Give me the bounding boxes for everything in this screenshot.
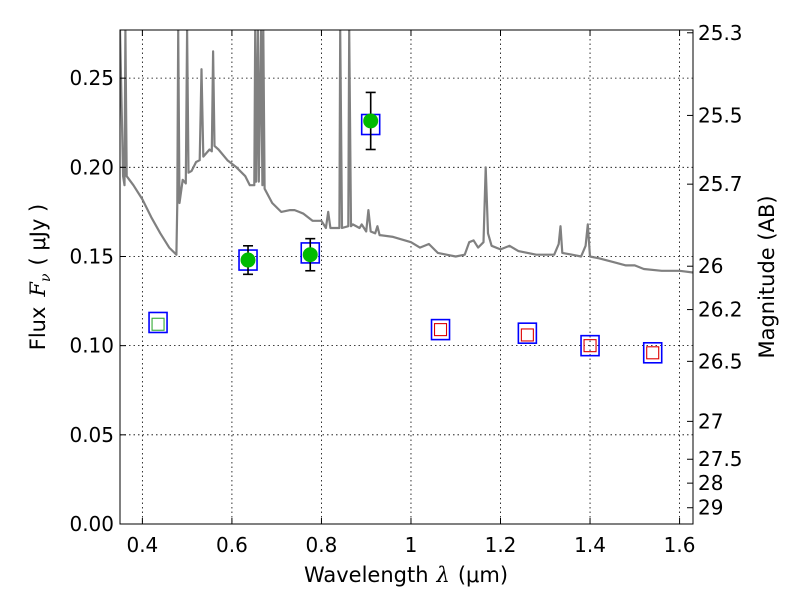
x-tick-label: 0.4 [126, 533, 158, 557]
upper-limit-marker [583, 339, 597, 353]
model-box-marker [642, 341, 663, 364]
y-axis-label: FluxFν( μJy ) [26, 204, 54, 350]
x-tick-label: 1.6 [664, 533, 696, 557]
magnitude-tick-label: 29 [698, 496, 723, 520]
model-box-marker [430, 318, 451, 341]
detection-marker [363, 113, 379, 129]
magnitude-tick-label: 26 [698, 254, 723, 278]
magnitude-tick-label: 26.2 [698, 298, 743, 322]
upper-limit-marker [646, 346, 660, 360]
y-axis: 0.00 0.05 0.10 0.15 0.20 0.25 [69, 66, 126, 536]
detection-dots [240, 113, 379, 268]
y-tick-label: 0.25 [69, 66, 114, 90]
upper-limit-marker [433, 323, 448, 337]
x-tick-label: 1 [405, 533, 418, 557]
x-tick-label: 1.2 [485, 533, 517, 557]
y-tick-label: 0.00 [69, 512, 114, 536]
x-tick-label: 0.8 [306, 533, 338, 557]
weak-detection-marker [151, 317, 165, 331]
magnitude-tick-label: 25.3 [698, 21, 743, 45]
detection-marker [302, 247, 318, 263]
x-tick-label: 1.4 [574, 533, 606, 557]
model-box-marker [517, 322, 538, 344]
x-axis-label: Wavelength λ (μm) [304, 563, 508, 587]
magnitude-tick-label: 25.7 [698, 172, 743, 196]
model-box-marker [580, 334, 600, 357]
y-tick-label: 0.20 [69, 155, 114, 179]
magnitude-tick-label: 26.5 [698, 349, 743, 373]
y-tick-label: 0.15 [69, 244, 114, 268]
x-axis: 0.4 0.6 0.8 1 1.2 1.4 1.6 [126, 30, 695, 557]
grid [120, 30, 693, 525]
magnitude-axis-label: Magnitude (AB) [755, 195, 779, 358]
magnitude-tick-label: 27.5 [698, 447, 743, 471]
y-tick-label: 0.10 [69, 334, 114, 358]
magnitude-tick-label: 25.5 [698, 103, 743, 127]
x-tick-label: 0.6 [216, 533, 248, 557]
plot-frame [119, 29, 694, 525]
spectrum-line [120, 30, 693, 274]
plot-background [120, 30, 693, 524]
magnitude-tick-label: 27 [698, 409, 723, 433]
model-box-marker [148, 311, 168, 334]
weak-boxes [151, 317, 165, 331]
upper-limit-marker [520, 328, 534, 342]
upper-limit-boxes [433, 323, 660, 360]
plot-area [120, 30, 693, 364]
detection-marker [240, 252, 256, 268]
magnitude-tick-label: 28 [698, 471, 723, 495]
y-tick-label: 0.05 [69, 423, 114, 447]
